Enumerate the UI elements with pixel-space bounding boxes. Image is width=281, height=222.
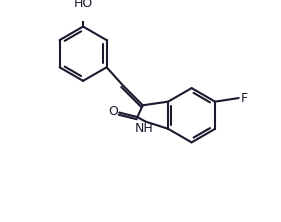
Text: O: O xyxy=(108,105,118,118)
Text: F: F xyxy=(241,91,248,105)
Text: NH: NH xyxy=(134,122,153,135)
Text: HO: HO xyxy=(73,0,93,10)
